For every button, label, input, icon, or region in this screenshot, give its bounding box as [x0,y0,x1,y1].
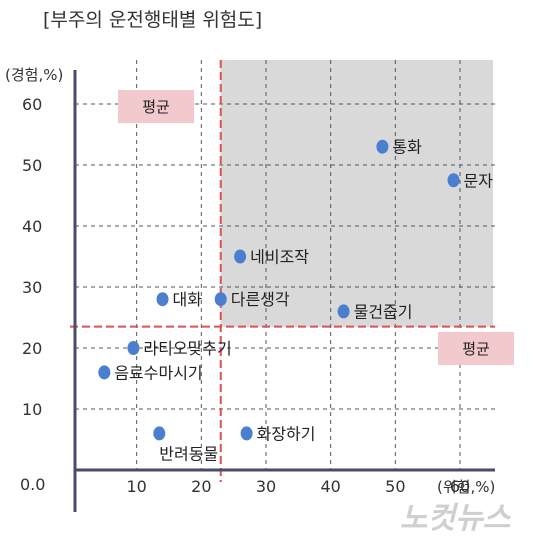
average-x-label: 평균 [118,90,194,123]
data-point: 문자 [447,171,494,190]
y-tick-label: 20 [22,339,42,358]
point-marker [447,173,460,188]
y-tick-labels: 10 20 30 40 50 60 [22,95,42,419]
point-marker [156,292,169,307]
point-label: 라티오맞추기 [143,339,231,358]
x-tick-label: 60 [450,477,470,496]
data-point: 통화 [376,138,422,157]
grid-lines [75,60,495,470]
y-tick-label: 50 [22,156,42,175]
svg-text:평균: 평균 [142,98,170,116]
y-tick-label: 10 [22,400,42,419]
origin-label: 0.0 [20,475,45,494]
y-axis-label: (경험,%) [5,66,63,84]
data-point: 음료수마시기 [98,363,203,382]
x-tick-label: 10 [126,477,146,496]
point-label: 물건줍기 [354,302,413,321]
x-axis-label: (위험,%) [437,478,495,496]
watermark: 노컷뉴스 [400,501,512,536]
point-marker [127,341,140,355]
point-label: 통화 [392,138,422,157]
point-marker [376,139,389,154]
data-point: 화장하기 [240,424,316,443]
point-label: 문자 [464,171,494,190]
y-tick-label: 40 [22,217,42,236]
point-label: 대화 [173,290,203,309]
point-label: 음료수마시기 [114,363,202,382]
point-marker [234,249,247,264]
data-point: 물건줍기 [337,302,413,321]
data-point: 반려동물 [153,426,218,463]
average-y-label: 평균 [438,332,514,365]
point-label: 반려동물 [159,444,218,463]
point-marker [337,304,350,319]
x-tick-label: 20 [191,477,211,496]
data-point: 네비조작 [234,248,309,267]
x-tick-labels: 10 20 30 40 50 60 [126,477,470,496]
y-tick-label: 30 [22,278,42,297]
svg-text:평균: 평균 [462,340,490,358]
point-label: 화장하기 [257,424,316,443]
y-tick-label: 60 [22,95,42,114]
data-point: 대화 [156,290,203,309]
x-tick-label: 50 [385,477,405,496]
point-label: 네비조작 [250,248,309,267]
data-point: 라티오맞추기 [127,339,232,358]
point-marker [214,292,227,307]
x-tick-label: 40 [320,477,340,496]
chart-title: [부주의 운전행태별 위험도] [43,9,262,31]
point-label: 다른생각 [231,290,290,309]
data-point: 다른생각 [214,290,290,309]
point-marker [153,426,166,441]
point-marker [240,426,253,441]
average-lines [70,60,495,482]
point-marker [98,365,111,380]
x-tick-label: 30 [256,477,276,496]
